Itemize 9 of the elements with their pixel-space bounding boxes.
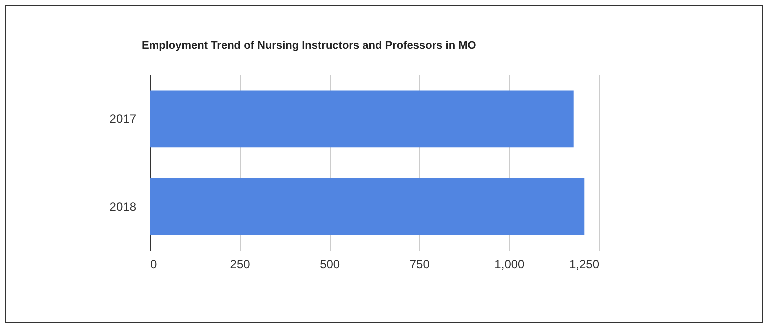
x-tick-label: 1,250: [569, 258, 600, 272]
x-tick-label: 750: [410, 258, 430, 272]
y-tick-label: 2018: [110, 200, 137, 214]
x-tick-label: 1,000: [494, 258, 526, 272]
chart-title: Employment Trend of Nursing Instructors and Professors in MO: [142, 40, 477, 52]
y-tick-label: 2017: [110, 112, 137, 126]
x-tick-label: 0: [150, 258, 158, 272]
x-tick-label: 250: [230, 258, 251, 272]
x-tick-label: 500: [320, 258, 340, 272]
